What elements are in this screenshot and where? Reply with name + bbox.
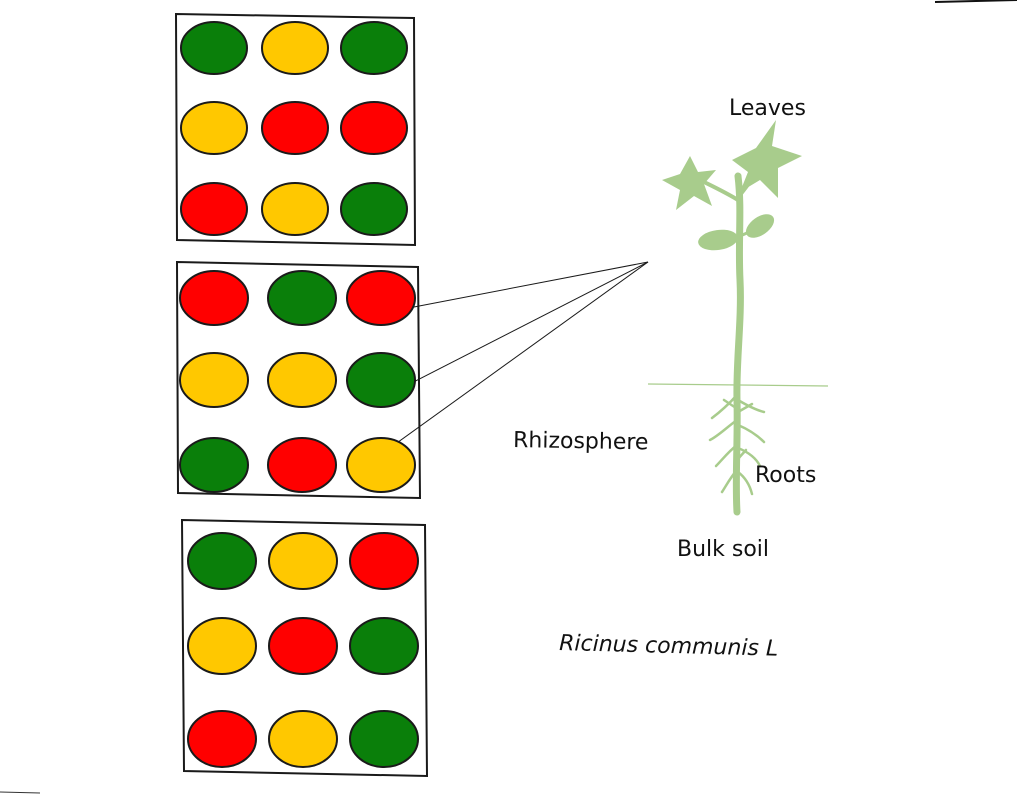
grid-bottom-dot-red <box>187 710 257 768</box>
grid-bottom-dot-yellow <box>268 532 338 590</box>
dots-layer <box>179 21 419 768</box>
grid-bottom-dot-green <box>187 532 257 590</box>
connector-line-1 <box>387 261 649 313</box>
connector-line-2 <box>393 261 649 393</box>
grid-middle-dot-green <box>267 270 337 326</box>
grid-middle-dot-red <box>346 270 416 326</box>
leaf-stalk-left <box>720 236 740 242</box>
grid-middle-dot-green <box>179 437 249 493</box>
grid-top-dot-green <box>340 182 408 236</box>
grid-bottom-dot-yellow <box>187 617 257 675</box>
grid-top-dot-red <box>180 182 248 236</box>
edge-mark-top <box>934 0 1017 3</box>
grid-top-dot-yellow <box>261 182 329 236</box>
grid-middle-dot-red <box>267 437 337 493</box>
grid-middle-dot-yellow <box>267 352 337 408</box>
plant-roots <box>708 393 766 496</box>
leaf-left <box>662 156 716 210</box>
label-leaves: Leaves <box>729 96 806 121</box>
label-bulk-soil: Bulk soil <box>677 537 769 562</box>
label-species: Ricinus communis L <box>559 631 779 662</box>
grid-top-dot-yellow <box>180 101 248 155</box>
grid-bottom-dot-yellow <box>268 710 338 768</box>
leaf-oval-left <box>698 229 738 251</box>
grid-bottom-dot-green <box>349 617 419 675</box>
plant-stem <box>732 172 744 516</box>
grid-bottom-dot-green <box>349 710 419 768</box>
grid-bottom-dot-red <box>349 532 419 590</box>
grid-middle-dot-green <box>346 352 416 408</box>
grid-top-dot-red <box>261 101 329 155</box>
connector-line-3 <box>375 261 649 459</box>
grid-top-dot-yellow <box>261 21 329 75</box>
leaf-oval-right <box>745 214 775 238</box>
grid-middle-dot-red <box>179 270 249 326</box>
grid-top-dot-red <box>340 101 408 155</box>
grid-top-dot-green <box>340 21 408 75</box>
grid-top-dot-green <box>180 21 248 75</box>
edge-mark-bottom <box>0 791 41 794</box>
grid-middle-dot-yellow <box>346 437 416 493</box>
leaf-stalk-right <box>738 228 756 238</box>
grid-bottom-dot-red <box>268 617 338 675</box>
leaf-right <box>732 120 802 198</box>
label-rhizosphere: Rhizosphere <box>513 428 649 455</box>
label-roots: Roots <box>755 463 816 488</box>
grid-middle-dot-yellow <box>179 352 249 408</box>
castor-plant <box>662 120 802 516</box>
connector-lines <box>375 261 649 459</box>
